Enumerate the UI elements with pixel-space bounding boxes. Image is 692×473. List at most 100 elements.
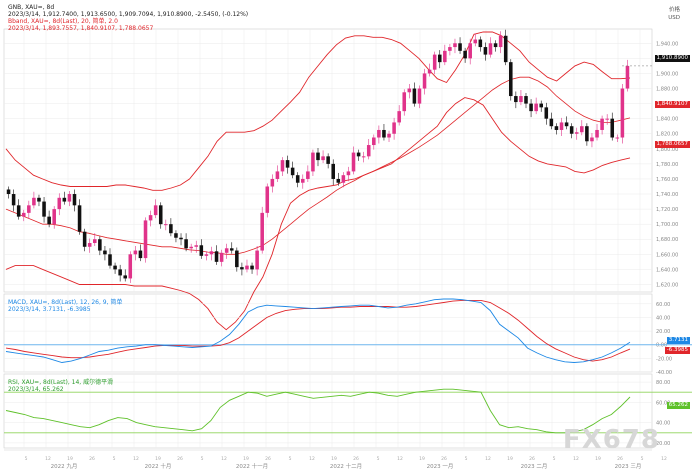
candle-body <box>382 129 386 138</box>
macd-value-label: 3.7131 <box>666 337 690 344</box>
candle-body <box>27 205 31 213</box>
candle-body <box>509 62 513 97</box>
candle-body <box>544 107 549 119</box>
macd-tick-label: 0.00 <box>656 343 667 349</box>
candle-body <box>240 267 244 270</box>
candle-body <box>503 35 508 63</box>
candle-body <box>270 178 275 187</box>
x-day-label: 12 <box>221 456 227 462</box>
candle-body <box>98 239 102 251</box>
candle-body <box>549 118 554 127</box>
candle-body <box>407 88 412 93</box>
price-tick-label: 1,880.00 <box>656 87 678 93</box>
x-day-label: 5 <box>25 456 28 462</box>
price-tick-label: 1,940.00 <box>656 41 678 47</box>
candle-body <box>463 50 467 59</box>
candle-body <box>488 43 493 55</box>
candle-body <box>366 145 371 157</box>
candle-body <box>133 250 138 255</box>
candle-body <box>199 245 204 256</box>
candle-body <box>468 43 472 59</box>
candle-body <box>301 178 305 183</box>
bb-low-label: 1,788.0657 <box>654 141 690 148</box>
macd-values: 2023/3/14, 3.7131, -6.3985 <box>8 306 91 313</box>
candle-body <box>498 35 503 48</box>
candle-body <box>72 194 77 206</box>
candle-body <box>574 132 579 134</box>
x-day-label: 12 <box>661 456 667 462</box>
macd-signal-line <box>5 299 631 362</box>
candle-body <box>387 133 391 138</box>
x-day-label: 19 <box>507 456 513 462</box>
candle-body <box>595 129 599 138</box>
macd-line <box>5 298 631 363</box>
candle-body <box>580 126 584 133</box>
price-values: 2023/3/14, 1,912.7400, 1,913.6500, 1,909… <box>8 11 249 18</box>
price-tick-label: 1,900.00 <box>656 71 678 77</box>
candle-body <box>52 209 56 225</box>
x-day-label: 12 <box>573 456 579 462</box>
rsi-tick-label: 80.00 <box>656 380 670 386</box>
candle-body <box>326 156 330 164</box>
panel-frame <box>3 28 653 293</box>
candle-body <box>138 250 143 259</box>
price-tick-label: 1,660.00 <box>656 252 678 258</box>
candle-body <box>153 205 158 216</box>
price-tick-label: 1,780.00 <box>656 162 678 168</box>
x-day-label: 26 <box>265 456 271 462</box>
x-day-label: 12 <box>133 456 139 462</box>
candle-body <box>77 205 82 232</box>
candle-body <box>158 205 163 225</box>
candle-body <box>321 156 325 161</box>
bb-mid-line <box>5 76 631 255</box>
candle-body <box>377 129 381 138</box>
unit-label: 价格 <box>668 7 680 13</box>
price-tick-label: 1,740.00 <box>656 192 678 198</box>
candle-body <box>448 47 452 51</box>
x-day-label: 12 <box>397 456 403 462</box>
candle-body <box>57 197 62 210</box>
candle-body <box>285 160 290 168</box>
price-tick-label: 1,800.00 <box>656 147 678 153</box>
candle-body <box>164 224 168 226</box>
candle-body <box>346 171 351 176</box>
macd-tick-label: 40.00 <box>656 315 670 321</box>
candle-body <box>356 152 361 157</box>
x-day-label: 5 <box>377 456 380 462</box>
candle-body <box>351 152 356 172</box>
candle-body <box>372 137 376 146</box>
rsi-header: RSI, XAU=, 8d(Last), 14, 威尔德平滑 <box>8 379 114 386</box>
candle-body <box>402 92 407 112</box>
candle-body <box>67 194 72 202</box>
rsi-values: 2023/3/14, 65.262 <box>8 386 64 393</box>
candle-body <box>16 205 21 217</box>
x-day-label: 12 <box>309 456 315 462</box>
candle-body <box>235 250 239 268</box>
candle-body <box>539 103 543 108</box>
candle-body <box>458 43 462 51</box>
x-day-label: 26 <box>529 456 535 462</box>
candle-body <box>331 163 335 179</box>
price-tick-label: 1,820.00 <box>656 132 678 138</box>
macd-header: MACD, XAU=, 8d(Last), 12, 26, 9, 简单 <box>8 299 123 306</box>
candle-body <box>493 43 498 48</box>
candle-body <box>87 243 92 247</box>
candle-body <box>610 118 615 138</box>
candle-body <box>336 178 341 183</box>
x-month-label: 2022 十月 <box>145 462 172 470</box>
bb-lower-line <box>5 97 631 331</box>
candle-body <box>620 88 625 138</box>
candle-body <box>174 233 178 238</box>
macd-tick-label: 20.00 <box>656 329 670 335</box>
candle-body <box>554 126 559 130</box>
candle-body <box>290 167 295 176</box>
candle-body <box>214 251 219 262</box>
price-tick-label: 1,640.00 <box>656 267 678 273</box>
currency-label: USD <box>668 15 680 21</box>
candle-body <box>605 118 609 120</box>
candle-body <box>473 39 478 44</box>
x-day-label: 19 <box>595 456 601 462</box>
candle-body <box>478 39 483 48</box>
candle-body <box>397 111 401 123</box>
candle-body <box>245 265 249 270</box>
